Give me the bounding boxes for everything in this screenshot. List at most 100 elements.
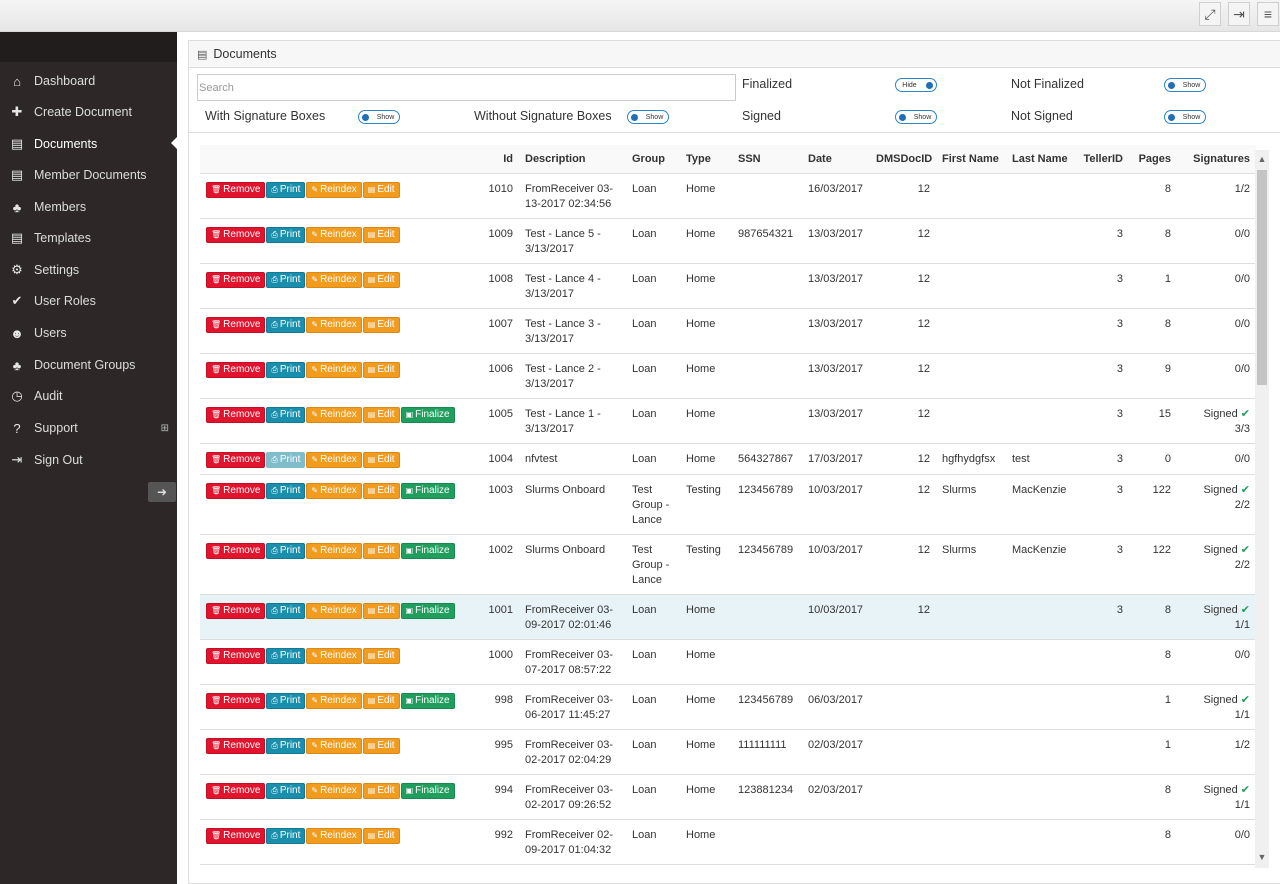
signed-toggle[interactable]: Show: [895, 110, 937, 124]
sidebar-item-documents[interactable]: ▤ Documents: [0, 129, 177, 159]
print-button[interactable]: ⎙ Print: [266, 827, 306, 844]
search-input[interactable]: [197, 74, 736, 101]
table-row[interactable]: 🗑Remove⎙Print✎Reindex▤Edit991FromReceive…: [200, 864, 1256, 871]
reindex-button[interactable]: ✎ Reindex: [306, 482, 362, 499]
finalized-toggle[interactable]: Hide: [895, 78, 937, 92]
sidebar-item-create-document[interactable]: ✚ Create Document: [0, 97, 177, 127]
reindex-button[interactable]: ✎ Reindex: [306, 451, 362, 468]
scroll-up-icon[interactable]: ▲: [1257, 154, 1267, 164]
collapse-sidebar-button[interactable]: ➜: [148, 482, 176, 502]
sidebar-item-dashboard[interactable]: ⌂ Dashboard: [0, 66, 177, 96]
table-row[interactable]: 🗑 Remove ⎙ Print ✎ Reindex ▤ Edit 1000 FromReceiv…: [200, 639, 1256, 685]
column-header[interactable]: Pages: [1129, 145, 1177, 174]
column-header[interactable]: Type: [680, 145, 732, 174]
edit-button[interactable]: ▤ Edit: [362, 737, 400, 754]
reindex-button[interactable]: ✎ Reindex: [306, 361, 362, 378]
column-header[interactable]: Group: [626, 145, 680, 174]
print-button[interactable]: ⎙ Print: [266, 316, 306, 333]
reindex-button[interactable]: ✎ Reindex: [306, 271, 362, 288]
table-row[interactable]: 🗑 Remove ⎙ Print ✎ Reindex ▤ Edit ▣ Finalize 1002 S…: [200, 534, 1256, 595]
print-button[interactable]: ⎙ Print: [266, 782, 306, 799]
sidebar-item-users[interactable]: ☻ Users: [0, 318, 177, 348]
edit-button[interactable]: ▤ Edit: [362, 647, 400, 664]
remove-button[interactable]: 🗑 Remove: [206, 647, 266, 664]
sidebar-item-members[interactable]: ♣ Members: [0, 192, 177, 222]
finalize-button[interactable]: ▣ Finalize: [400, 692, 455, 709]
edit-button[interactable]: ▤ Edit: [362, 692, 400, 709]
remove-button[interactable]: 🗑 Remove: [206, 181, 266, 198]
remove-button[interactable]: 🗑 Remove: [206, 361, 266, 378]
remove-button[interactable]: 🗑 Remove: [206, 451, 266, 468]
remove-button[interactable]: 🗑 Remove: [206, 271, 266, 288]
table-row[interactable]: 🗑 Remove ⎙ Print ✎ Reindex ▤ Edit 1004 nfvtest Loa…: [200, 443, 1256, 475]
table-row[interactable]: 🗑 Remove ⎙ Print ✎ Reindex ▤ Edit ▣ Finalize 1001 F…: [200, 594, 1256, 640]
column-header[interactable]: Id: [476, 145, 519, 174]
reindex-button[interactable]: ✎ Reindex: [306, 737, 362, 754]
table-row[interactable]: 🗑 Remove ⎙ Print ✎ Reindex ▤ Edit 995 FromReceive…: [200, 729, 1256, 775]
column-header[interactable]: TellerID: [1075, 145, 1129, 174]
reindex-button[interactable]: ✎ Reindex: [306, 782, 362, 799]
sidebar-item-support[interactable]: ? Support ⊞: [0, 413, 177, 443]
table-row[interactable]: 🗑 Remove ⎙ Print ✎ Reindex ▤ Edit 1006 Test - Lan…: [200, 353, 1256, 399]
remove-button[interactable]: 🗑 Remove: [206, 406, 266, 423]
column-header[interactable]: [200, 145, 476, 174]
sidebar-item-sign-out[interactable]: ⇥ Sign Out: [0, 445, 177, 475]
finalize-button[interactable]: ▣ Finalize: [400, 602, 455, 619]
remove-button[interactable]: 🗑 Remove: [206, 827, 266, 844]
scroll-down-icon[interactable]: ▼: [1257, 852, 1267, 862]
table-row[interactable]: 🗑 Remove ⎙ Print ✎ Reindex ▤ Edit 1007 Test - Lan…: [200, 308, 1256, 354]
sidebar-item-member-documents[interactable]: ▤ Member Documents: [0, 160, 177, 190]
finalize-button[interactable]: ▣ Finalize: [400, 542, 455, 559]
sidebar-item-settings[interactable]: ⚙ Settings: [0, 255, 177, 285]
print-button[interactable]: ⎙ Print: [266, 271, 306, 288]
edit-button[interactable]: ▤ Edit: [362, 482, 400, 499]
edit-button[interactable]: ▤ Edit: [362, 181, 400, 198]
reindex-button[interactable]: ✎ Reindex: [306, 226, 362, 243]
sidebar-item-templates[interactable]: ▤ Templates: [0, 223, 177, 253]
edit-button[interactable]: ▤ Edit: [362, 451, 400, 468]
table-row[interactable]: 🗑 Remove ⎙ Print ✎ Reindex ▤ Edit 992 FromReceive…: [200, 819, 1256, 865]
table-row[interactable]: 🗑 Remove ⎙ Print ✎ Reindex ▤ Edit 1009 Test - Lan…: [200, 218, 1256, 264]
print-button[interactable]: ⎙ Print: [266, 361, 306, 378]
print-button[interactable]: ⎙ Print: [266, 647, 306, 664]
sidebar-item-document-groups[interactable]: ♣ Document Groups: [0, 350, 177, 380]
table-row[interactable]: 🗑 Remove ⎙ Print ✎ Reindex ▤ Edit 1008 Test - Lan…: [200, 263, 1256, 309]
column-header[interactable]: DMSDocID: [870, 145, 936, 174]
menu-icon[interactable]: ≡: [1257, 2, 1279, 26]
edit-button[interactable]: ▤ Edit: [362, 542, 400, 559]
print-button[interactable]: ⎙ Print: [266, 542, 306, 559]
vertical-scrollbar[interactable]: ▲ ▼: [1255, 150, 1269, 868]
print-button[interactable]: ⎙ Print: [266, 406, 306, 423]
scrollbar-thumb[interactable]: [1257, 170, 1267, 385]
remove-button[interactable]: 🗑 Remove: [206, 602, 266, 619]
reindex-button[interactable]: ✎ Reindex: [306, 692, 362, 709]
column-header[interactable]: Last Name: [1006, 145, 1075, 174]
finalize-button[interactable]: ▣ Finalize: [400, 482, 455, 499]
edit-button[interactable]: ▤ Edit: [362, 226, 400, 243]
edit-button[interactable]: ▤ Edit: [362, 271, 400, 288]
print-button[interactable]: ⎙ Print: [266, 737, 306, 754]
table-row[interactable]: 🗑 Remove ⎙ Print ✎ Reindex ▤ Edit ▣ Finalize 998 Fr…: [200, 684, 1256, 730]
reindex-button[interactable]: ✎ Reindex: [306, 647, 362, 664]
expand-icon[interactable]: ⤢: [1199, 2, 1221, 26]
reindex-button[interactable]: ✎ Reindex: [306, 542, 362, 559]
not-finalized-toggle[interactable]: Show: [1164, 78, 1206, 92]
edit-button[interactable]: ▤ Edit: [362, 782, 400, 799]
edit-button[interactable]: ▤ Edit: [362, 361, 400, 378]
remove-button[interactable]: 🗑 Remove: [206, 482, 266, 499]
column-header[interactable]: SSN: [732, 145, 802, 174]
column-header[interactable]: Signatures: [1177, 145, 1256, 174]
with-signature-boxes-toggle[interactable]: Show: [358, 110, 400, 124]
remove-button[interactable]: 🗑 Remove: [206, 692, 266, 709]
edit-button[interactable]: ▤ Edit: [362, 827, 400, 844]
finalize-button[interactable]: ▣ Finalize: [400, 406, 455, 423]
remove-button[interactable]: 🗑 Remove: [206, 316, 266, 333]
remove-button[interactable]: 🗑 Remove: [206, 226, 266, 243]
table-row[interactable]: 🗑 Remove ⎙ Print ✎ Reindex ▤ Edit 1010 FromReceiv…: [200, 173, 1256, 219]
column-header[interactable]: First Name: [936, 145, 1006, 174]
reindex-button[interactable]: ✎ Reindex: [306, 406, 362, 423]
table-row[interactable]: 🗑 Remove ⎙ Print ✎ Reindex ▤ Edit ▣ Finalize 1003 S…: [200, 474, 1256, 535]
reindex-button[interactable]: ✎ Reindex: [306, 827, 362, 844]
edit-button[interactable]: ▤ Edit: [362, 602, 400, 619]
sign-out-icon[interactable]: ⇥: [1228, 2, 1250, 26]
